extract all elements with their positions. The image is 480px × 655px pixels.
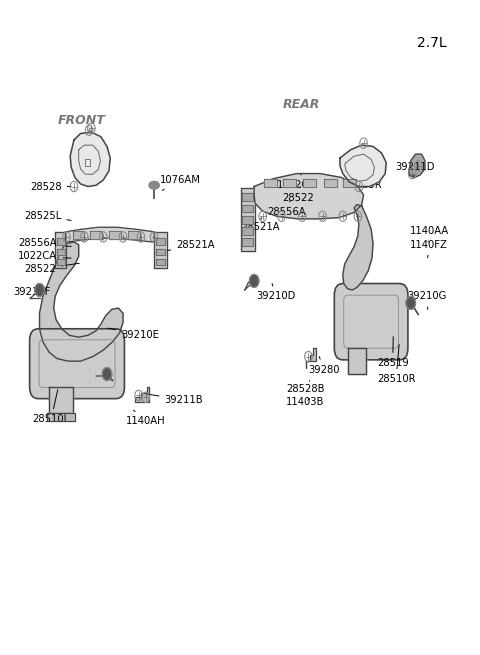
Text: 39211D: 39211D [396, 162, 435, 178]
Polygon shape [242, 238, 253, 246]
Polygon shape [340, 145, 386, 187]
Text: 1022CA: 1022CA [277, 174, 316, 190]
Text: 11403B: 11403B [286, 397, 324, 407]
Polygon shape [91, 231, 102, 239]
Polygon shape [47, 413, 75, 421]
Text: 39210F: 39210F [13, 287, 51, 297]
Text: 1022CA: 1022CA [18, 252, 71, 261]
Polygon shape [39, 242, 123, 361]
Polygon shape [264, 179, 277, 187]
Text: 2.7L: 2.7L [417, 36, 446, 50]
Text: 1076AM: 1076AM [160, 175, 201, 191]
Polygon shape [156, 259, 166, 265]
Polygon shape [343, 204, 373, 290]
Polygon shape [242, 204, 253, 212]
Text: REAR: REAR [283, 98, 320, 111]
Polygon shape [73, 231, 84, 239]
Polygon shape [109, 231, 120, 239]
Text: 28528B: 28528B [286, 381, 325, 394]
Text: 1140FZ: 1140FZ [410, 240, 448, 257]
Text: 28510L: 28510L [33, 390, 70, 424]
Polygon shape [348, 348, 366, 374]
Ellipse shape [149, 181, 159, 189]
Text: 39210D: 39210D [256, 284, 296, 301]
Polygon shape [57, 249, 64, 255]
Text: 28522: 28522 [282, 187, 314, 203]
Text: 39211B: 39211B [146, 394, 203, 405]
Polygon shape [241, 189, 255, 252]
Text: 28519: 28519 [377, 337, 408, 368]
Text: 1140AH: 1140AH [126, 410, 166, 426]
Polygon shape [409, 154, 425, 178]
Polygon shape [324, 179, 337, 187]
Polygon shape [55, 232, 66, 268]
Polygon shape [135, 387, 149, 402]
Text: 28556A: 28556A [267, 201, 306, 217]
Polygon shape [254, 174, 363, 219]
Text: FRONT: FRONT [58, 114, 106, 127]
Polygon shape [303, 179, 316, 187]
Text: 28525R: 28525R [343, 174, 382, 190]
Polygon shape [156, 238, 166, 245]
Polygon shape [156, 249, 166, 255]
Polygon shape [343, 179, 356, 187]
Text: 28556A: 28556A [18, 238, 71, 248]
Polygon shape [242, 216, 253, 224]
Polygon shape [242, 227, 253, 235]
Polygon shape [57, 238, 64, 245]
Text: 28521A: 28521A [241, 217, 279, 233]
Text: 28522: 28522 [24, 263, 79, 274]
Polygon shape [65, 227, 154, 242]
Polygon shape [306, 348, 316, 367]
FancyBboxPatch shape [335, 284, 408, 360]
Circle shape [406, 297, 416, 309]
Polygon shape [242, 193, 253, 200]
Text: 39280: 39280 [308, 356, 340, 375]
Circle shape [250, 274, 259, 288]
Text: 28510R: 28510R [377, 345, 415, 384]
Circle shape [35, 284, 44, 297]
Text: 28521A: 28521A [167, 240, 215, 251]
Polygon shape [154, 232, 167, 268]
Polygon shape [128, 231, 140, 239]
Circle shape [102, 367, 112, 381]
Text: 39210G: 39210G [408, 291, 447, 309]
Text: 1140AA: 1140AA [410, 225, 449, 242]
Text: 28528: 28528 [30, 181, 71, 191]
FancyBboxPatch shape [30, 329, 124, 399]
Polygon shape [70, 132, 110, 187]
Text: 28525L: 28525L [24, 212, 71, 221]
Polygon shape [49, 387, 72, 413]
Polygon shape [57, 259, 64, 265]
Polygon shape [283, 179, 296, 187]
Text: 39210E: 39210E [108, 328, 159, 340]
